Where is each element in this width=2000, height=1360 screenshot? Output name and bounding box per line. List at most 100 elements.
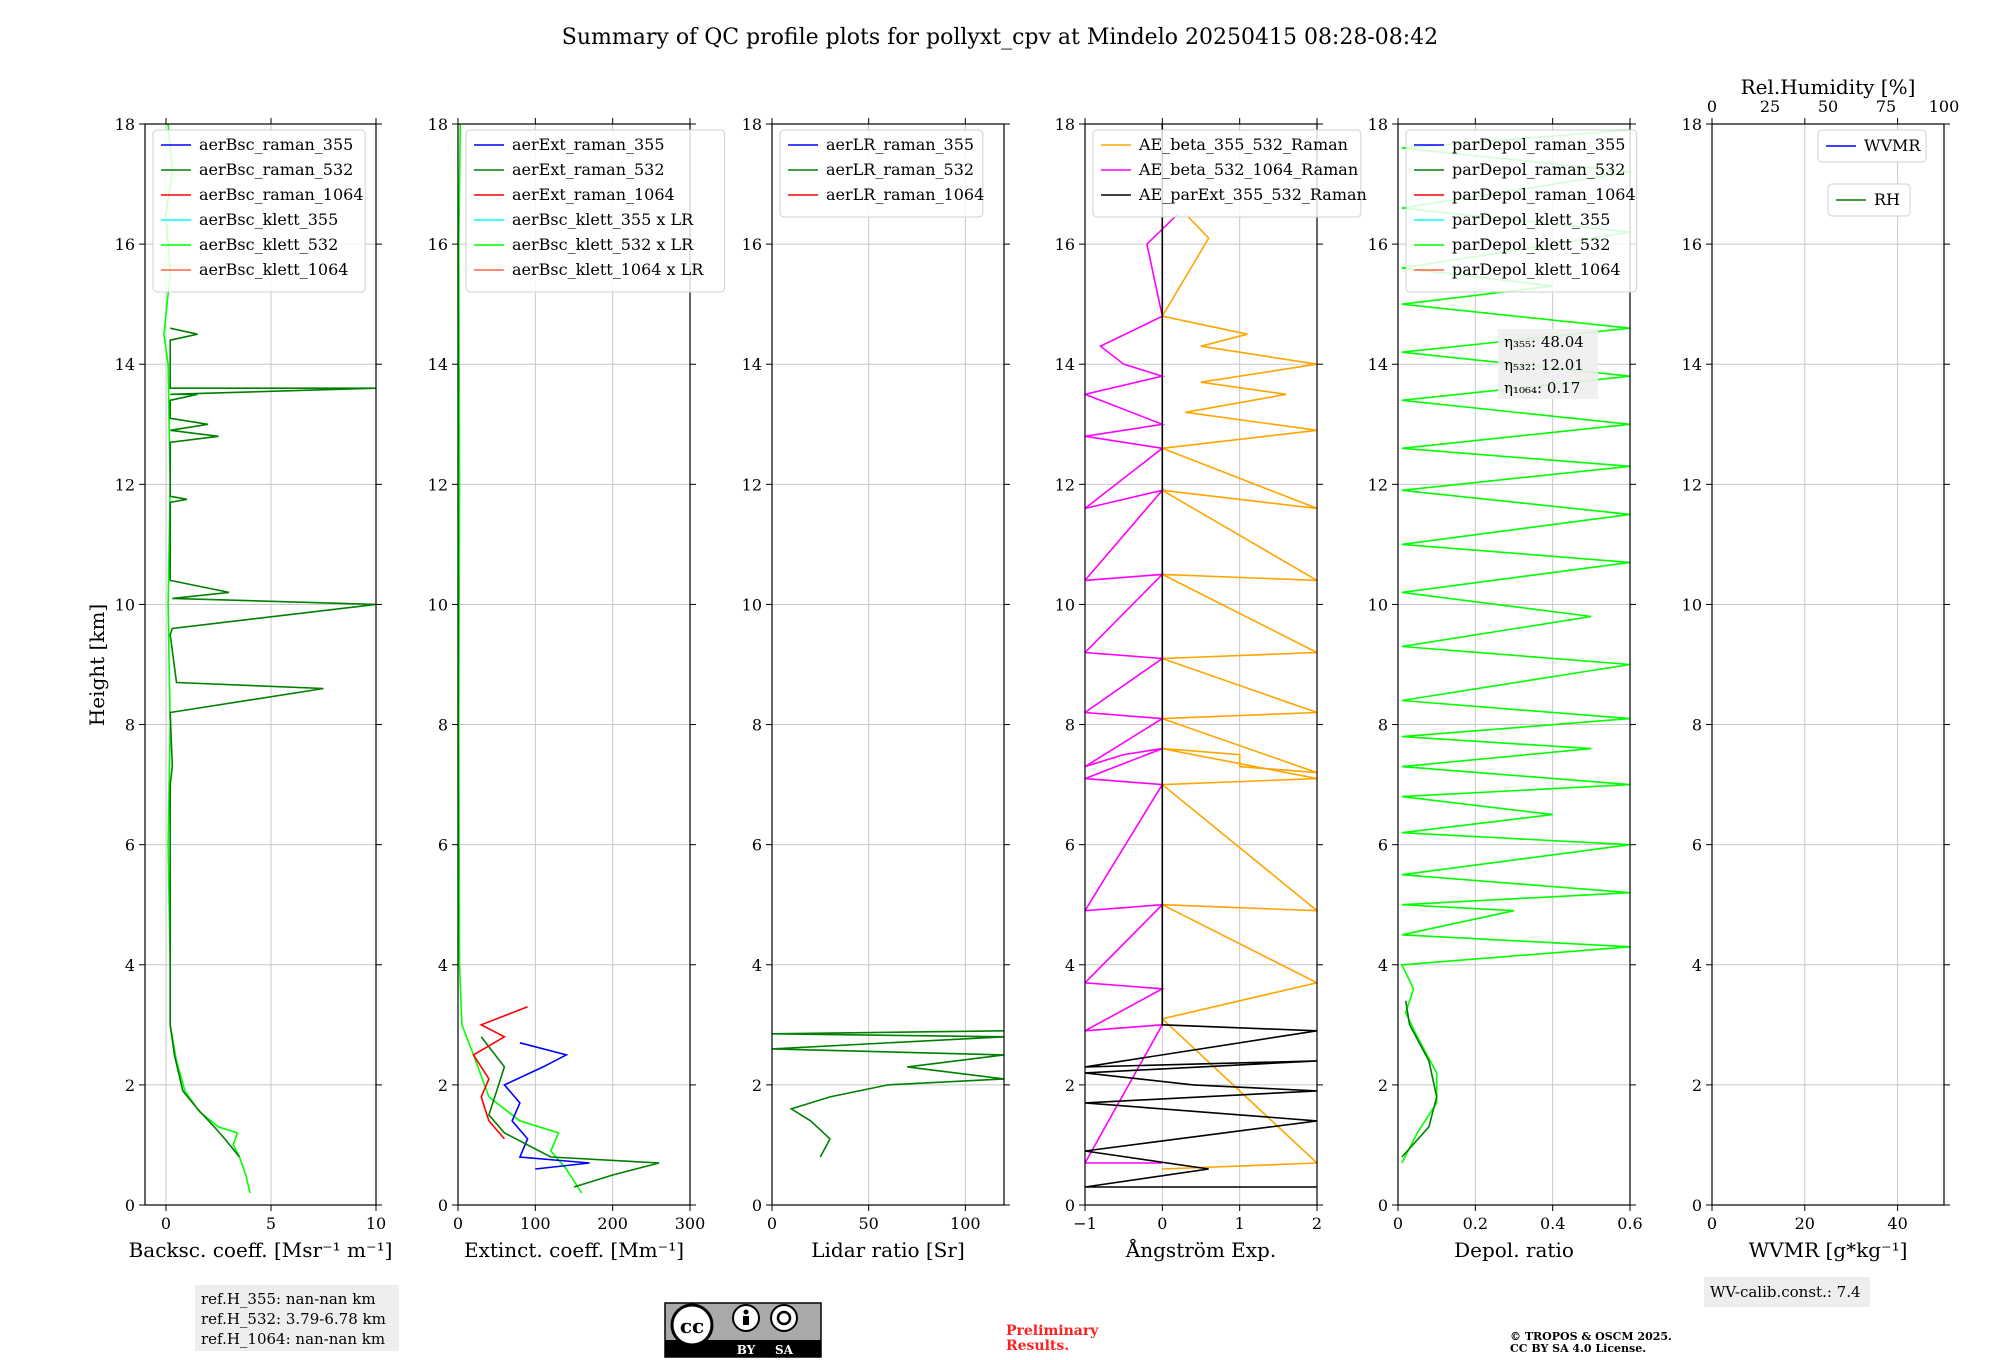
x-tick-label-1: 20 [1795, 1214, 1815, 1233]
y-tick-label-3: 6 [1692, 836, 1702, 855]
y-tick-label-4: 8 [438, 716, 448, 735]
legend-box-rh [1827, 183, 1911, 217]
x-tick-label-0: 0 [1393, 1214, 1403, 1233]
y-tick-label-4: 8 [1378, 716, 1388, 735]
legend-label-wvmr: WVMR [1864, 136, 1921, 155]
y-tick-label-8: 16 [1368, 235, 1388, 254]
x-tick-label-2: 40 [1887, 1214, 1907, 1233]
series-aerBsc_raman_532 [169, 327, 376, 1158]
y-tick-label-0: 0 [125, 1196, 135, 1215]
y-tick-label-4: 8 [1065, 716, 1075, 735]
legend-label-5: aerBsc_klett_1064 [199, 260, 348, 279]
x-tick-label-3: 2 [1312, 1214, 1322, 1233]
x-tick-label-0: 0 [767, 1214, 777, 1233]
x-axis-label: Ångström Exp. [1125, 1237, 1276, 1262]
y-tick-label-2: 4 [438, 956, 448, 975]
y-tick-label-0: 0 [752, 1196, 762, 1215]
y-tick-label-2: 4 [1692, 956, 1702, 975]
legend-label-rh: RH [1874, 190, 1900, 209]
axes-frame [457, 123, 691, 1206]
wv-calib-label: WV-calib.const.: 7.4 [1710, 1283, 1861, 1301]
x-tick-label-1: 50 [858, 1214, 878, 1233]
y-tick-label-7: 14 [1055, 355, 1075, 374]
y-tick-label-4: 8 [1692, 716, 1702, 735]
y-tick-label-1: 2 [1065, 1076, 1075, 1095]
refh-label-0: ref.H_355: nan-nan km [201, 1290, 376, 1308]
y-tick-label-3: 6 [125, 836, 135, 855]
x-tick-label-2: 100 [950, 1214, 981, 1233]
y-tick-label-5: 10 [1368, 595, 1388, 614]
y-tick-label-1: 2 [1378, 1076, 1388, 1095]
legend-label-4: aerBsc_klett_532 x LR [512, 235, 694, 254]
axes-frame [1084, 123, 1318, 1206]
wv-calib-box [1704, 1277, 1870, 1307]
top-axis-label: Rel.Humidity [%] [1741, 75, 1916, 99]
y-tick-label-5: 10 [428, 595, 448, 614]
axes-frame [1397, 123, 1631, 1206]
copyright-line-2: CC BY SA 4.0 License. [1510, 1342, 1646, 1355]
legend-label-1: aerLR_raman_532 [826, 160, 974, 179]
legend-label-1: AE_beta_532_1064_Raman [1138, 160, 1358, 179]
y-tick-label-5: 10 [115, 595, 135, 614]
refh-label-2: ref.H_1064: nan-nan km [201, 1330, 385, 1348]
legend-label-0: aerExt_raman_355 [512, 135, 665, 154]
eta-box [1498, 329, 1598, 399]
x-tick-label-1: 0 [1157, 1214, 1167, 1233]
axes-frame [1711, 123, 1945, 1206]
eta-label-1: η₅₃₂: 12.01 [1504, 356, 1584, 374]
y-tick-label-8: 16 [428, 235, 448, 254]
x-tick-label-1: 0.2 [1463, 1214, 1488, 1233]
refh-label-1: ref.H_532: 3.79-6.78 km [201, 1310, 386, 1328]
legend-label-1: aerExt_raman_532 [512, 160, 665, 179]
y-tick-label-8: 16 [1055, 235, 1075, 254]
x-axis-label: Backsc. coeff. [Msr⁻¹ m⁻¹] [129, 1238, 393, 1262]
x-tick-label-2: 200 [597, 1214, 628, 1233]
y-tick-label-9: 18 [115, 115, 135, 134]
y-tick-label-3: 6 [1065, 836, 1075, 855]
by-label: BY [737, 1343, 756, 1357]
legend-box [779, 129, 984, 218]
x-tick-label-2: 10 [366, 1214, 386, 1233]
legend-box [1092, 129, 1362, 218]
y-tick-label-9: 18 [1682, 115, 1702, 134]
top-tick-label-3: 75 [1876, 97, 1896, 116]
axes-frame [144, 123, 377, 1206]
top-tick-label-2: 50 [1818, 97, 1838, 116]
x-tick-label-2: 1 [1235, 1214, 1245, 1233]
y-tick-label-9: 18 [742, 115, 762, 134]
y-tick-label-3: 6 [752, 836, 762, 855]
series-parDepol_klett_532 [1400, 129, 1630, 1164]
legend-label-5: aerBsc_klett_1064 x LR [512, 260, 704, 279]
y-tick-label-0: 0 [1378, 1196, 1388, 1215]
eta-label-2: η₁₀₆₄: 0.17 [1504, 379, 1580, 397]
y-tick-label-1: 2 [1692, 1076, 1702, 1095]
x-tick-label-1: 100 [520, 1214, 551, 1233]
y-tick-label-3: 6 [438, 836, 448, 855]
legend-box [465, 129, 726, 293]
x-tick-label-3: 0.6 [1617, 1214, 1642, 1233]
y-tick-label-0: 0 [1692, 1196, 1702, 1215]
y-tick-label-8: 16 [1682, 235, 1702, 254]
legend-label-1: aerBsc_raman_532 [199, 160, 353, 179]
y-tick-label-6: 12 [742, 475, 762, 494]
y-tick-label-2: 4 [1065, 956, 1075, 975]
y-tick-label-5: 10 [1682, 595, 1702, 614]
legend-label-5: parDepol_klett_1064 [1452, 260, 1621, 279]
legend-label-3: aerBsc_klett_355 [199, 210, 338, 229]
x-tick-label-3: 300 [675, 1214, 706, 1233]
legend-box [1405, 129, 1638, 293]
legend-label-2: aerBsc_raman_1064 [199, 185, 364, 204]
series-aerExt_raman_1064 [472, 1006, 528, 1140]
legend-label-1: parDepol_raman_532 [1452, 160, 1625, 179]
series-parDepol_raman_532 [1401, 1000, 1438, 1158]
figure-title: Summary of QC profile plots for pollyxt_… [562, 25, 1438, 50]
panel-bsc: 0 5 10 0 2 4 6 8 10 12 14 16 18 Backsc. coeff. [Msr⁻¹… [115, 115, 399, 1351]
series-aerLR_raman_532 [772, 1030, 1004, 1158]
series-AE_parExt_355_532_Raman [1085, 124, 1317, 1188]
y-tick-label-7: 14 [742, 355, 762, 374]
y-tick-label-6: 12 [115, 475, 135, 494]
y-tick-label-2: 4 [752, 956, 762, 975]
